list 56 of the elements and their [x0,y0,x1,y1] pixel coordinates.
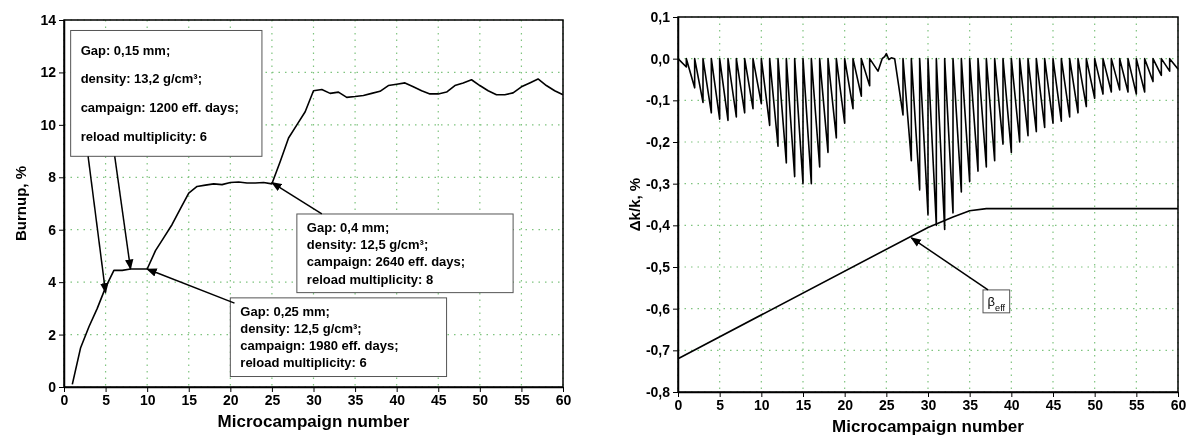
y-tick-label: -0,4 [645,217,671,234]
x-tick-label: 5 [716,396,725,413]
x-tick-label: 50 [1087,396,1104,413]
y-axis-title: Burnup, % [12,166,29,241]
annotation: Gap: 0,25 mm; density: 12,5 g/cm³; campaign: 1980 eff. days; reload multiplicity: 6 [240,304,399,371]
x-tick-label: 45 [1045,396,1062,413]
x-tick-label: 50 [472,391,489,408]
y-tick-label: -0,3 [645,175,671,192]
x-tick-label: 40 [389,391,406,408]
y-tick-label: -0,8 [645,383,671,400]
note-box: β$_{eff}$ [982,289,1011,314]
x-tick-label: 55 [514,391,530,408]
annotation: Gap: 0,4 mm; density: 12,5 g/cm³; campaign: 2640 eff. days; reload multiplicity: 8 [306,220,466,287]
x-axis-title: Microcampaign number [217,412,410,431]
y-tick-label: 10 [40,116,57,133]
x-tick-label: 0 [674,396,683,413]
annotation: β$_{eff}$ [987,293,1006,313]
y-tick-label: -0,7 [645,342,671,359]
y-tick-label: -0,1 [645,92,671,109]
y-tick-label: -0,2 [645,133,671,150]
x-tick-label: 10 [139,391,156,408]
y-tick-label: 12 [40,64,57,81]
x-tick-label: 35 [347,391,364,408]
x-tick-label: 60 [555,391,572,408]
x-tick-label: 25 [264,391,281,408]
note-box: Gap: 0,4 mm; density: 12,5 g/cm³; campaign: 2640 eff. days; reload multiplicity: 8 [296,213,514,294]
y-tick-label: -0,5 [645,258,671,275]
y-tick-label: 2 [48,326,57,343]
y-tick-label: 0 [48,378,57,395]
note-box: Gap: 0,25 mm; density: 12,5 g/cm³; campaign: 1980 eff. days; reload multiplicity: 6 [229,297,448,377]
x-tick-label: 35 [962,396,979,413]
y-tick-label: 0,0 [650,50,671,67]
x-tick-label: 45 [430,391,447,408]
y-tick-label: 8 [48,169,57,186]
note-box: Gap: 0,15 mm; density: 13,2 g/cm³; campaign: 1200 eff. days; reload multiplicity: 6 [70,30,263,157]
y-tick-label: 6 [48,221,57,238]
x-tick-label: 60 [1170,396,1187,413]
x-tick-label: 30 [306,391,322,408]
x-tick-label: 40 [1004,396,1020,413]
x-tick-label: 10 [754,396,770,413]
x-tick-label: 30 [920,396,937,413]
x-tick-label: 20 [837,396,854,413]
y-tick-label: 14 [40,11,57,28]
y-tick-label: -0,6 [645,300,671,317]
y-tick-label: 4 [48,274,57,291]
x-tick-label: 0 [60,391,69,408]
x-tick-label: 5 [102,391,111,408]
x-tick-label: 20 [223,391,239,408]
x-axis-title: Microcampaign number [832,417,1025,436]
x-tick-label: 55 [1129,396,1145,413]
y-axis-title: Δk/k, % [626,177,643,232]
annotation: Gap: 0,15 mm; density: 13,2 g/cm³; campaign: 1200 eff. days; reload multiplicity: 6 [80,42,239,145]
x-tick-label: 25 [879,396,895,413]
x-tick-label: 15 [795,396,812,413]
y-tick-label: 0,1 [650,8,671,25]
x-tick-label: 15 [181,391,198,408]
